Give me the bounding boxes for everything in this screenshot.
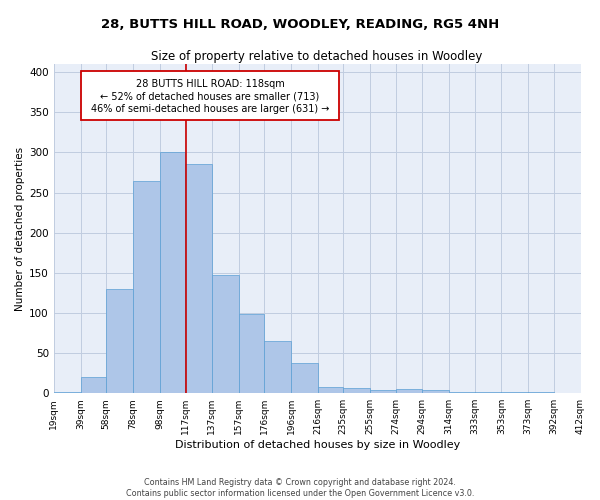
Bar — [343, 388, 370, 393]
Y-axis label: Number of detached properties: Number of detached properties — [15, 146, 25, 310]
Text: Contains HM Land Registry data © Crown copyright and database right 2024.
Contai: Contains HM Land Registry data © Crown c… — [126, 478, 474, 498]
Bar — [581, 392, 600, 393]
Bar — [449, 392, 475, 393]
Bar — [239, 314, 264, 393]
Text: ← 52% of detached houses are smaller (713): ← 52% of detached houses are smaller (71… — [100, 92, 320, 102]
Bar — [212, 275, 239, 393]
Title: Size of property relative to detached houses in Woodley: Size of property relative to detached ho… — [151, 50, 483, 63]
Text: 28 BUTTS HILL ROAD: 118sqm: 28 BUTTS HILL ROAD: 118sqm — [136, 78, 284, 88]
Text: 28, BUTTS HILL ROAD, WOODLEY, READING, RG5 4NH: 28, BUTTS HILL ROAD, WOODLEY, READING, R… — [101, 18, 499, 30]
Bar — [160, 152, 185, 393]
Bar — [422, 390, 449, 393]
Bar — [370, 390, 395, 393]
FancyBboxPatch shape — [80, 70, 339, 120]
Text: 46% of semi-detached houses are larger (631) →: 46% of semi-detached houses are larger (… — [91, 104, 329, 115]
Bar — [528, 392, 554, 393]
Bar — [264, 341, 291, 393]
Bar — [185, 164, 212, 393]
Bar — [133, 180, 160, 393]
Bar — [475, 392, 502, 393]
X-axis label: Distribution of detached houses by size in Woodley: Distribution of detached houses by size … — [175, 440, 460, 450]
Bar — [54, 392, 80, 393]
Bar — [318, 387, 343, 393]
Bar — [395, 389, 422, 393]
Bar — [80, 377, 106, 393]
Bar — [502, 392, 528, 393]
Bar — [106, 289, 133, 393]
Bar — [291, 362, 318, 393]
